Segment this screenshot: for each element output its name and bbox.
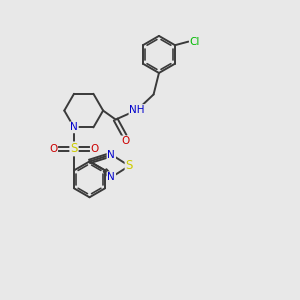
Text: O: O xyxy=(91,144,99,154)
Text: O: O xyxy=(121,136,129,146)
Text: N: N xyxy=(107,172,115,182)
Text: NH: NH xyxy=(129,105,145,115)
Text: Cl: Cl xyxy=(190,37,200,46)
Text: S: S xyxy=(70,142,78,155)
Text: N: N xyxy=(70,122,78,132)
Text: N: N xyxy=(107,150,115,160)
Text: O: O xyxy=(49,144,57,154)
Text: S: S xyxy=(125,159,133,172)
